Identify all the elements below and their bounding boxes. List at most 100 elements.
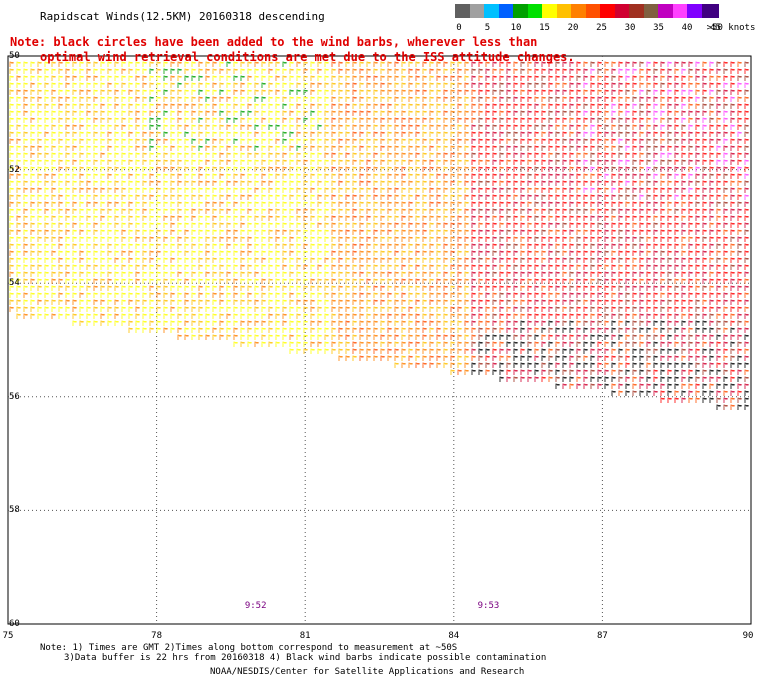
wind-barb (93, 215, 99, 221)
wind-barb (674, 285, 680, 291)
wind-barb (156, 117, 162, 123)
wind-barb (30, 243, 36, 249)
wind-barb (562, 320, 568, 326)
wind-barb (485, 208, 491, 214)
wind-barb (611, 138, 617, 144)
wind-barb (79, 152, 85, 158)
wind-barb (79, 124, 85, 130)
wind-barb (653, 320, 659, 326)
wind-barb (646, 369, 652, 375)
wind-barb (562, 285, 568, 291)
wind-barb (688, 376, 694, 382)
wind-barb (695, 264, 701, 270)
wind-barb (527, 138, 533, 144)
wind-barb (576, 236, 582, 242)
wind-barb (611, 152, 617, 158)
wind-barb (324, 327, 330, 333)
wind-barb (702, 383, 708, 389)
wind-barb (86, 180, 92, 186)
wind-barb (555, 166, 561, 172)
wind-barb (310, 299, 316, 305)
wind-barb (65, 243, 71, 249)
wind-barb (219, 131, 225, 137)
wind-barb (723, 229, 729, 235)
wind-barb (688, 215, 694, 221)
wind-barb (331, 152, 337, 158)
wind-barb (744, 236, 750, 242)
wind-barb (212, 264, 218, 270)
wind-barb (597, 180, 603, 186)
wind-barb (422, 138, 428, 144)
wind-barb (422, 320, 428, 326)
wind-barb (373, 82, 379, 88)
wind-barb (646, 180, 652, 186)
wind-barb (212, 75, 218, 81)
wind-barb (471, 124, 477, 130)
wind-barb (121, 180, 127, 186)
wind-barb (478, 278, 484, 284)
wind-barb (128, 145, 134, 151)
wind-barb (226, 271, 232, 277)
wind-barb (555, 173, 561, 179)
wind-barb (128, 75, 134, 81)
wind-barb (149, 68, 155, 74)
wind-barb (100, 208, 106, 214)
wind-barb (688, 341, 694, 347)
wind-barb (583, 236, 589, 242)
wind-barb (534, 250, 540, 256)
wind-barb (730, 124, 736, 130)
wind-barb (254, 180, 260, 186)
wind-barb (457, 229, 463, 235)
wind-barb (576, 145, 582, 151)
wind-barb (674, 68, 680, 74)
wind-barb (576, 355, 582, 361)
wind-barb (674, 243, 680, 249)
wind-barb (128, 257, 134, 263)
wind-barb (58, 68, 64, 74)
wind-barb (597, 159, 603, 165)
wind-barb (30, 138, 36, 144)
wind-barb (744, 369, 750, 375)
wind-barb (513, 96, 519, 102)
wind-barb (100, 264, 106, 270)
wind-barb (44, 180, 50, 186)
footer-note-line2: 3)Data buffer is 22 hrs from 20160318 4)… (64, 653, 547, 663)
wind-barb (282, 250, 288, 256)
wind-barb (744, 124, 750, 130)
wind-barb (394, 264, 400, 270)
wind-barb (667, 250, 673, 256)
wind-barb (289, 103, 295, 109)
wind-barb (506, 103, 512, 109)
wind-barb (555, 89, 561, 95)
wind-barb (100, 313, 106, 319)
wind-barb (373, 264, 379, 270)
wind-barb (394, 271, 400, 277)
wind-barb (632, 306, 638, 312)
wind-barb (548, 348, 554, 354)
wind-barb (149, 194, 155, 200)
wind-barb (394, 201, 400, 207)
wind-barb (604, 285, 610, 291)
wind-barb (65, 61, 71, 67)
wind-barb (212, 236, 218, 242)
wind-barb (457, 222, 463, 228)
wind-barb (485, 159, 491, 165)
wind-barb (597, 61, 603, 67)
wind-barb (352, 124, 358, 130)
wind-barb (121, 103, 127, 109)
wind-barb (212, 327, 218, 333)
wind-barb (653, 264, 659, 270)
wind-barb (541, 194, 547, 200)
wind-barb (394, 208, 400, 214)
wind-barb (597, 187, 603, 193)
wind-barb (457, 362, 463, 368)
wind-barb (226, 208, 232, 214)
wind-barb (569, 264, 575, 270)
wind-barb (226, 75, 232, 81)
wind-barb (632, 173, 638, 179)
wind-barb (660, 117, 666, 123)
wind-barb (345, 257, 351, 263)
wind-barb (471, 208, 477, 214)
wind-barb (744, 397, 750, 403)
wind-barb (590, 348, 596, 354)
